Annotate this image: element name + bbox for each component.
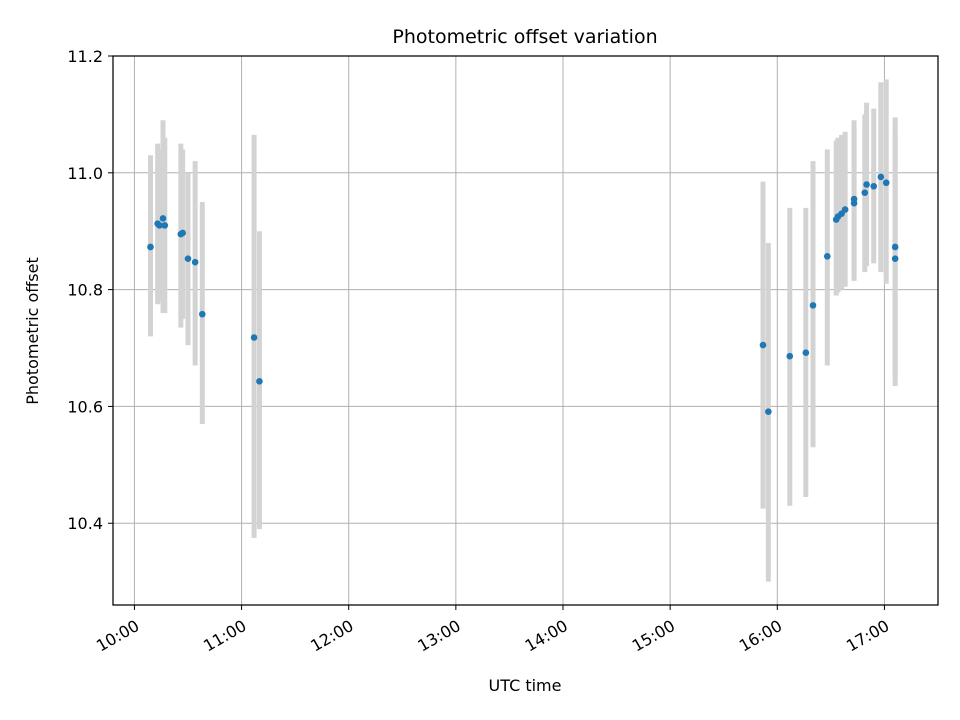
data-point — [786, 352, 794, 360]
data-point — [159, 215, 167, 222]
data-point — [765, 408, 772, 415]
data-point — [809, 302, 817, 309]
y-tick-label: 11.2 — [67, 47, 103, 66]
chart-title: Photometric offset variation — [392, 26, 657, 48]
data-point — [156, 222, 163, 229]
data-point — [161, 222, 169, 229]
point-layer — [147, 173, 899, 415]
data-point — [759, 341, 767, 349]
data-point — [802, 349, 810, 356]
data-point — [891, 243, 899, 251]
data-point — [882, 179, 890, 187]
data-point — [147, 243, 154, 251]
data-point — [198, 310, 206, 318]
y-axis-label: Photometric offset — [23, 257, 42, 405]
data-point — [184, 255, 192, 262]
data-point — [891, 255, 899, 262]
y-tick-label: 11.0 — [67, 164, 103, 183]
data-point — [861, 189, 869, 196]
y-tick-label: 10.8 — [67, 281, 103, 300]
data-point — [250, 334, 258, 341]
data-point — [823, 253, 831, 260]
data-point — [179, 229, 186, 237]
data-point — [256, 378, 263, 385]
plot-frame — [112, 55, 939, 606]
x-axis-label: UTC time — [489, 676, 562, 695]
data-point — [870, 182, 878, 190]
y-tick-label: 10.6 — [67, 397, 103, 416]
data-point — [877, 173, 885, 181]
y-tick-label: 10.4 — [67, 514, 103, 533]
data-point — [191, 258, 199, 266]
data-point — [863, 181, 870, 188]
data-point — [850, 199, 858, 207]
data-point — [841, 206, 849, 213]
